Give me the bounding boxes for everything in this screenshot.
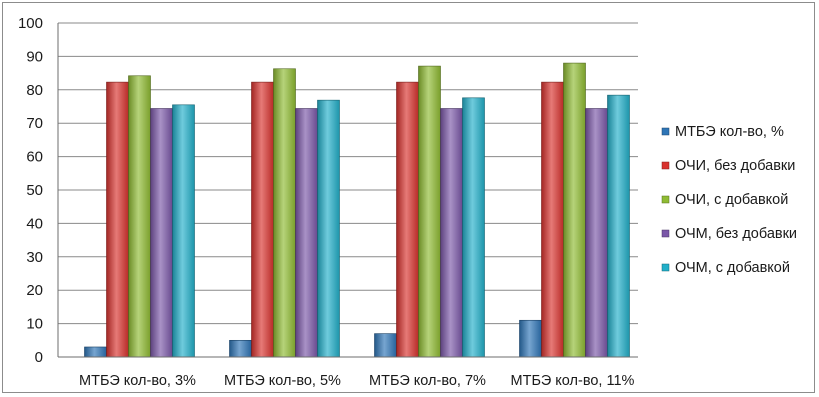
bar (396, 81, 419, 358)
bar (563, 62, 586, 358)
y-tick-label: 70 (26, 115, 43, 132)
bars (84, 62, 630, 358)
bar (273, 68, 296, 358)
axes (57, 23, 638, 358)
y-tick-label: 0 (35, 349, 43, 366)
bar (295, 108, 318, 358)
legend-swatch (661, 229, 670, 238)
x-axis-category-labels: МТБЭ кол-во, 3% МТБЭ кол-во, 5% МТБЭ кол-в… (79, 373, 635, 389)
bar (519, 319, 542, 358)
y-tick-label: 30 (26, 249, 43, 266)
bar (150, 108, 173, 358)
bar (229, 339, 252, 358)
x-category-label: МТБЭ кол-во, 3% (79, 373, 196, 389)
y-tick-label: 60 (26, 149, 43, 166)
legend-swatch (661, 127, 670, 136)
y-axis-tick-labels: 0 10 20 30 40 50 60 70 80 90 100 (18, 15, 43, 366)
x-category-label: МТБЭ кол-во, 5% (224, 373, 341, 389)
bar (251, 81, 274, 358)
y-tick-label: 20 (26, 282, 43, 299)
y-tick-label: 40 (26, 215, 43, 232)
legend-label: ОЧИ, без добавки (675, 158, 795, 174)
legend-swatch (661, 161, 670, 170)
legend-label: ОЧМ, без добавки (675, 226, 797, 242)
y-tick-label: 50 (26, 182, 43, 199)
bar (541, 81, 564, 358)
bar (128, 75, 151, 358)
bar (317, 99, 340, 358)
y-tick-label: 80 (26, 82, 43, 99)
legend-swatch (661, 263, 670, 272)
legend-label: ОЧИ, с добавкой (675, 192, 788, 208)
legend: МТБЭ кол-во, % ОЧИ, без добавки ОЧИ, с доб… (661, 124, 797, 276)
bar (374, 333, 397, 358)
legend-label: МТБЭ кол-во, % (675, 124, 784, 140)
bar (607, 94, 630, 358)
x-category-label: МТБЭ кол-во, 7% (369, 373, 486, 389)
bar (106, 81, 129, 358)
legend-swatch (661, 195, 670, 204)
bar (462, 97, 485, 358)
legend-label: ОЧМ, с добавкой (675, 260, 790, 276)
x-category-label: МТБЭ кол-во, 11% (511, 373, 635, 389)
y-tick-label: 100 (18, 15, 43, 32)
bar (172, 104, 195, 358)
bar (440, 108, 463, 358)
y-tick-label: 90 (26, 48, 43, 65)
bar (418, 65, 441, 358)
bar (585, 108, 608, 358)
y-tick-label: 10 (26, 316, 43, 333)
bar (84, 346, 107, 358)
